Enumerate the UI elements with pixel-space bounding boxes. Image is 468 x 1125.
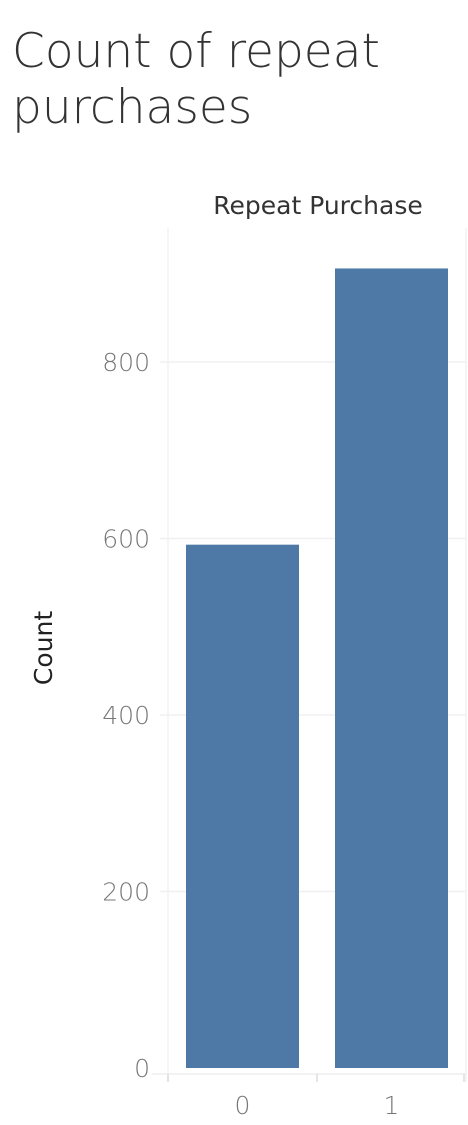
y-tick-label-0: 0 (134, 1054, 150, 1083)
bars (186, 268, 448, 1068)
x-tick-label-1: 1 (384, 1091, 400, 1120)
column-header: Repeat Purchase (213, 191, 422, 220)
x-tick-marks (168, 1074, 464, 1082)
y-tick-labels: 0 200 400 600 800 (102, 348, 150, 1083)
bar-0 (186, 545, 299, 1068)
y-tick-label-800: 800 (102, 348, 150, 377)
x-tick-label-0: 0 (235, 1091, 251, 1120)
y-tick-label-200: 200 (102, 878, 150, 907)
y-axis-label: Count (29, 611, 58, 685)
y-tick-label-600: 600 (102, 525, 150, 554)
bar-1 (335, 268, 448, 1068)
y-tick-label-400: 400 (102, 701, 150, 730)
